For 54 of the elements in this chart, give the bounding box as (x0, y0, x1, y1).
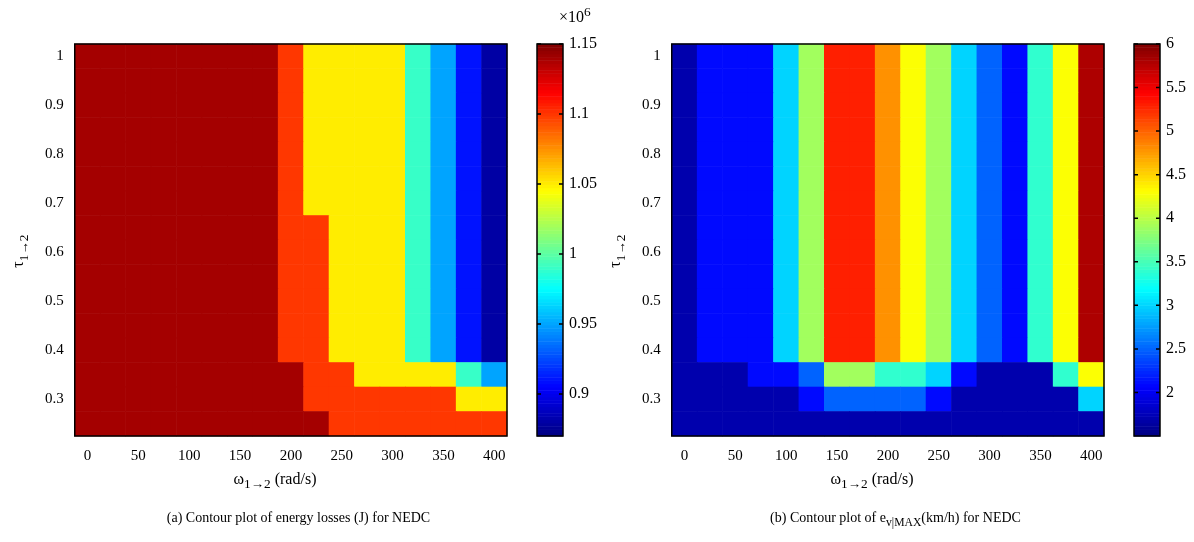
y-tick-label: 0.5 (45, 292, 64, 309)
color-bar-label: 0.9 (569, 384, 589, 402)
color-bar-label: 1 (569, 244, 577, 262)
x-tick-label: 100 (774, 446, 798, 463)
color-bar-label: 5 (1166, 121, 1174, 139)
x-tick-label: 350 (432, 446, 455, 463)
x-tick-label: 100 (177, 446, 201, 463)
y-tick-label: 1 (653, 47, 661, 64)
y-tick-label: 1 (56, 47, 64, 64)
color-bar-label: 4 (1166, 208, 1174, 226)
x-tick-label: 50 (727, 446, 743, 463)
color-bar-label: 1.15 (569, 34, 597, 52)
color-bar-label: 4.5 (1166, 164, 1186, 182)
x-tick-label: 200 (279, 446, 303, 463)
x-tick-label: 50 (130, 446, 146, 463)
color-bar-label: 6 (1166, 34, 1174, 52)
color-bar-label: 1.05 (569, 174, 597, 192)
color-bar-label: 3.5 (1166, 251, 1186, 269)
color-bar-label: 3 (1166, 295, 1174, 313)
color-bar-label: 2.5 (1166, 339, 1186, 357)
text: (a) Contour plot of energy losses (J) for NEDC (165, 510, 432, 526)
x-axis-title: ω$_{1→2}$ (rad/s) (232, 470, 318, 493)
y-tick-label: 0.6 (642, 243, 662, 260)
y-tick-label: 0.6 (45, 243, 65, 260)
x-tick-label: 200 (876, 446, 900, 463)
x-tick-label: 300 (381, 446, 404, 463)
y-tick-label: 0.9 (45, 96, 64, 113)
color-bar-label: 1.1 (569, 104, 589, 122)
y-tick-label: 0.4 (45, 341, 65, 358)
y-tick-label: 0.8 (45, 145, 64, 162)
y-tick-label: 0.3 (45, 390, 64, 407)
color-bar-label: 2 (1166, 382, 1174, 400)
y-tick-label: 0.5 (642, 292, 661, 309)
color-bar-title: ×10$^{6}$ (559, 4, 591, 27)
y-tick-label: 0.3 (642, 390, 661, 407)
x-tick-label: 350 (1029, 446, 1052, 463)
x-tick-label: 150 (825, 446, 849, 463)
x-tick-label: 250 (927, 446, 950, 463)
color-bar-label: 0.95 (569, 314, 597, 332)
y-tick-label: 0.7 (642, 194, 662, 211)
y-tick-label: 0.4 (642, 341, 662, 358)
y-tick-label: 0.9 (642, 96, 661, 113)
x-tick-label: 150 (228, 446, 252, 463)
x-tick-label: 300 (978, 446, 1001, 463)
x-axis-title: ω$_{1→2}$ (rad/s) (829, 470, 915, 493)
x-tick-label: 0 (83, 446, 92, 463)
color-bar-label: 5.5 (1166, 77, 1186, 95)
y-tick-label: 0.7 (45, 194, 65, 211)
y-tick-label: 0.8 (642, 145, 661, 162)
x-tick-label: 400 (1080, 446, 1103, 463)
x-tick-label: 250 (330, 446, 353, 463)
text: (b) Contour plot of e$_{v|MAX}$(km/h) for NEDC (769, 510, 1022, 529)
x-tick-label: 400 (483, 446, 506, 463)
x-tick-label: 0 (680, 446, 689, 463)
